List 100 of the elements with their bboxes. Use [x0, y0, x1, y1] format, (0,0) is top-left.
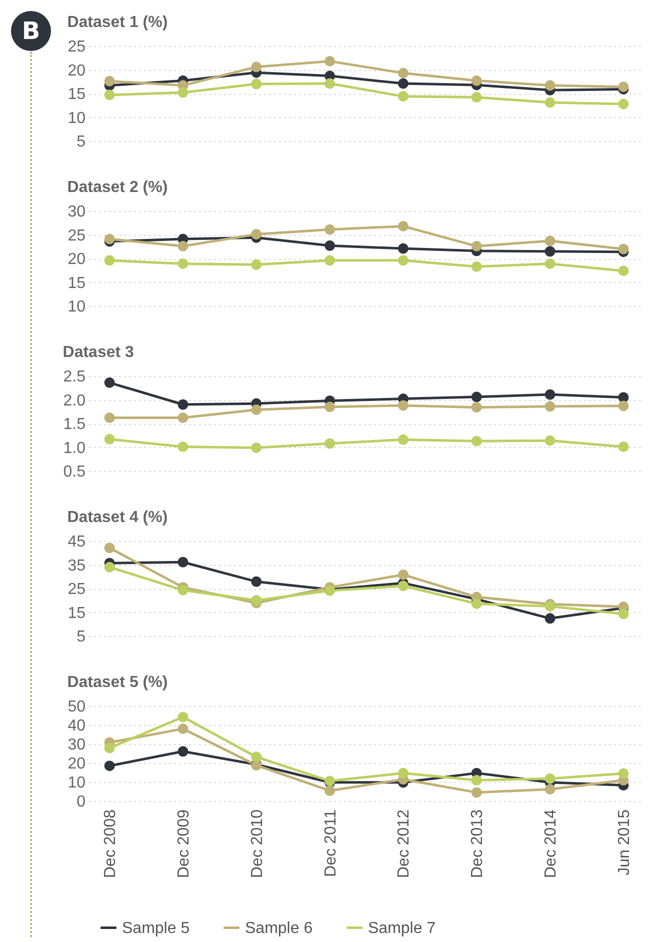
- point: [251, 404, 262, 415]
- legend-label: Sample 5: [122, 920, 190, 937]
- y-tick-label: 5: [76, 134, 86, 150]
- point: [398, 243, 408, 254]
- point: [471, 240, 482, 252]
- point: [544, 80, 556, 91]
- y-tick-label: 35: [68, 557, 86, 574]
- point: [251, 752, 262, 762]
- chart-title: Dataset 4 (%): [67, 509, 168, 526]
- y-tick-label: 0.5: [63, 464, 86, 480]
- y-tick-label: 2.0: [63, 392, 86, 410]
- point: [178, 724, 188, 734]
- point: [178, 412, 188, 424]
- point: [544, 246, 556, 257]
- y-tick-label: 0: [76, 794, 86, 810]
- point: [104, 742, 115, 754]
- point: [398, 220, 408, 232]
- y-tick-label: 50: [68, 698, 86, 716]
- point: [398, 580, 408, 592]
- legend-label: Sample 7: [368, 920, 436, 937]
- point: [471, 92, 482, 103]
- x-tick-label: Dec 2008: [102, 809, 120, 878]
- point: [104, 90, 115, 100]
- point: [544, 389, 556, 400]
- x-tick-label: Dec 2009: [175, 809, 192, 878]
- point: [398, 400, 408, 411]
- point: [104, 412, 115, 424]
- point: [471, 75, 482, 86]
- y-tick-label: 25: [68, 38, 86, 56]
- x-tick-label: Jun 2015: [616, 809, 633, 876]
- point: [618, 392, 629, 403]
- point: [178, 87, 188, 98]
- point: [618, 608, 629, 620]
- point: [398, 78, 408, 89]
- y-tick-label: 30: [68, 204, 86, 220]
- y-tick-label: 1.0: [63, 440, 86, 457]
- point: [178, 712, 188, 722]
- y-tick-label: 20: [68, 62, 86, 80]
- point: [324, 240, 336, 251]
- y-tick-label: 20: [68, 756, 86, 772]
- point: [324, 402, 336, 412]
- y-tick-label: 25: [68, 227, 86, 244]
- point: [104, 255, 115, 266]
- point: [178, 556, 188, 568]
- point: [544, 773, 556, 784]
- y-tick-label: 5: [76, 628, 86, 646]
- point: [618, 244, 629, 254]
- point: [251, 595, 262, 606]
- point: [178, 399, 188, 410]
- point: [251, 259, 262, 270]
- point: [544, 401, 556, 412]
- point: [471, 787, 482, 798]
- point: [178, 240, 188, 252]
- point: [544, 97, 556, 108]
- y-tick-label: 40: [68, 718, 86, 734]
- point: [251, 62, 262, 72]
- point: [324, 786, 336, 796]
- text: B: [11, 11, 51, 51]
- point: [104, 377, 115, 388]
- chart-title: Dataset 3: [62, 344, 134, 361]
- point: [324, 438, 336, 449]
- y-tick-label: 45: [68, 534, 86, 550]
- point: [324, 255, 336, 266]
- point: [251, 442, 262, 453]
- chart-title: Dataset 1 (%): [67, 14, 168, 31]
- point: [398, 768, 408, 778]
- point: [618, 442, 629, 452]
- point: [251, 78, 262, 90]
- point: [178, 258, 188, 269]
- point: [471, 261, 482, 272]
- x-tick-label: Dec 2010: [248, 809, 266, 878]
- point: [618, 266, 629, 276]
- point: [324, 56, 336, 66]
- y-tick-label: 1.5: [63, 416, 86, 433]
- point: [398, 434, 408, 445]
- point: [398, 255, 408, 266]
- point: [618, 768, 629, 779]
- point: [251, 576, 262, 587]
- y-tick-label: 2.5: [63, 368, 86, 386]
- point: [544, 258, 556, 269]
- y-tick-label: 10: [68, 298, 86, 316]
- point: [104, 760, 115, 772]
- chart-title: Dataset 2 (%): [67, 179, 168, 196]
- point: [398, 68, 408, 78]
- point: [618, 400, 629, 412]
- y-tick-label: 30: [68, 736, 86, 754]
- x-tick-label: Dec 2013: [469, 809, 486, 878]
- point: [471, 392, 482, 402]
- y-tick-label: 15: [68, 274, 86, 292]
- point: [618, 98, 629, 110]
- y-tick-label: 25: [68, 581, 86, 598]
- y-tick-label: 10: [68, 110, 86, 127]
- point: [251, 229, 262, 240]
- point: [104, 434, 115, 444]
- point: [544, 435, 556, 446]
- y-tick-label: 15: [68, 86, 86, 103]
- y-tick-label: 20: [68, 251, 86, 268]
- point: [104, 562, 115, 572]
- point: [544, 784, 556, 794]
- point: [324, 224, 336, 235]
